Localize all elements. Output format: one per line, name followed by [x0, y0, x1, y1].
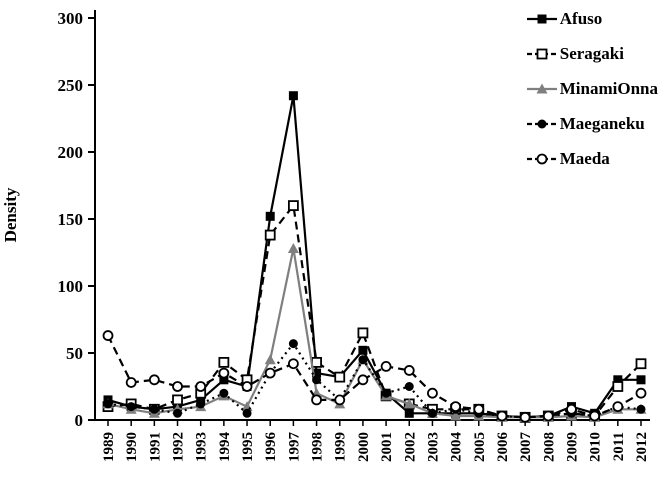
x-tick-label: 1990 [124, 432, 140, 462]
x-tick-label: 1989 [101, 432, 117, 462]
x-tick-label: 2004 [449, 432, 465, 463]
legend-item-maeganeku: Maeganeku [526, 113, 658, 135]
x-tick-label: 1995 [240, 432, 256, 462]
y-tick-label: 250 [58, 76, 84, 95]
series-seragaki [102, 200, 647, 423]
x-tick-label: 2005 [472, 432, 488, 462]
series-maeda [102, 330, 647, 423]
legend-marker-maeda-icon [526, 153, 557, 165]
x-tick-label: 1999 [333, 432, 349, 462]
y-axis-title: Density [1, 187, 20, 242]
legend-label-seragaki: Seragaki [559, 44, 624, 63]
x-tick-label: 2003 [425, 432, 441, 462]
series-line-minamionna [107, 248, 641, 419]
series-minamionna [102, 242, 647, 422]
x-tick-label: 2001 [379, 432, 395, 462]
legend-item-afuso: Afuso [526, 8, 658, 30]
legend-marker-maeganeku-icon [526, 119, 557, 129]
x-tick-label: 1997 [286, 432, 302, 463]
x-tick-label: 2009 [564, 432, 580, 462]
x-tick-label: 2006 [495, 432, 511, 463]
chart-legend: Afuso Seragaki MinamiOnna Maeganeku Maed… [523, 6, 660, 172]
x-tick-label: 1993 [194, 432, 210, 462]
x-tick-label: 1992 [171, 432, 187, 462]
x-tick-label: 1991 [147, 432, 163, 462]
y-tick-label: 150 [58, 210, 84, 229]
x-tick-label: 2010 [588, 432, 604, 462]
legend-marker-minamionna-icon [526, 83, 557, 94]
x-tick-label: 1998 [310, 432, 326, 462]
legend-item-minamionna: MinamiOnna [526, 78, 658, 100]
x-tick-label: 2000 [356, 432, 372, 462]
legend-label-maeganeku: Maeganeku [559, 114, 645, 133]
x-tick-label: 1996 [263, 432, 279, 463]
legend-label-maeda: Maeda [559, 149, 610, 168]
x-tick-label: 2002 [402, 432, 418, 462]
x-tick-label: 2011 [611, 432, 627, 461]
legend-item-maeda: Maeda [526, 148, 658, 170]
y-tick-label: 100 [58, 277, 84, 296]
x-tick-label: 2012 [634, 432, 650, 462]
y-tick-label: 0 [75, 411, 84, 430]
legend-marker-afuso-icon [526, 14, 557, 24]
y-tick-label: 200 [58, 143, 84, 162]
legend-marker-seragaki-icon [526, 48, 557, 60]
x-tick-label: 2008 [541, 432, 557, 462]
legend-label-minamionna: MinamiOnna [559, 79, 658, 98]
y-tick-label: 50 [66, 344, 83, 363]
series-line-maeganeku [107, 341, 642, 419]
x-tick-label: 2007 [518, 432, 534, 463]
x-tick-label: 1994 [217, 432, 233, 463]
legend-item-seragaki: Seragaki [526, 43, 658, 65]
legend-label-afuso: Afuso [559, 9, 603, 28]
y-tick-label: 300 [58, 9, 84, 28]
